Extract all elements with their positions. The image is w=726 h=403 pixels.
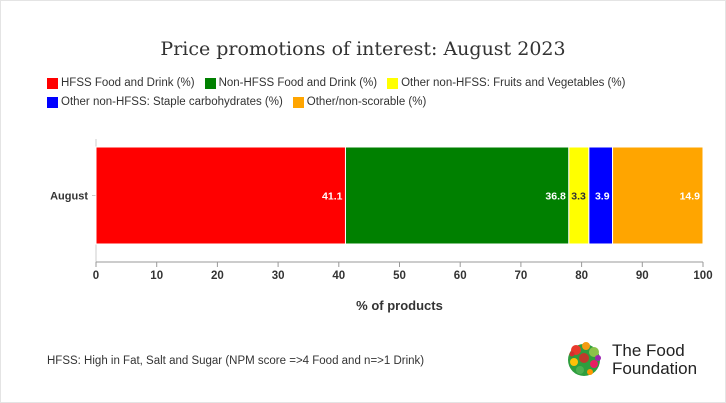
bar-data-label: 3.9 xyxy=(595,191,610,203)
x-tick-label: 90 xyxy=(636,270,649,282)
x-tick-label: 0 xyxy=(93,270,99,282)
chart-title: Price promotions of interest: August 202… xyxy=(160,38,566,60)
legend-swatch xyxy=(47,96,58,108)
bar-segment xyxy=(612,146,704,245)
bar-data-label: 36.8 xyxy=(545,191,566,203)
x-tick-label: 70 xyxy=(515,270,528,282)
bar-data-label: 41.1 xyxy=(322,191,343,203)
legend-swatch xyxy=(204,77,216,89)
logo-text: The Food Foundation xyxy=(612,342,697,378)
x-tick-label: 50 xyxy=(393,270,406,282)
bar-segment xyxy=(95,146,346,245)
legend-row-1: HFSS Food and Drink (%) Non-HFSS Food and… xyxy=(47,77,625,89)
logo-line-1: The Food xyxy=(612,341,685,360)
legend-swatch xyxy=(292,96,304,108)
x-tick-label: 10 xyxy=(150,270,163,282)
x-tick-label: 100 xyxy=(693,270,712,282)
x-tick-label: 30 xyxy=(272,270,285,282)
food-foundation-logo-icon xyxy=(568,342,601,376)
x-tick-label: 60 xyxy=(454,270,467,282)
x-tick-label: 20 xyxy=(211,270,224,282)
bar-segment xyxy=(344,146,570,245)
category-label: August xyxy=(50,191,88,203)
x-tick-label: 80 xyxy=(575,270,588,282)
legend-row-2: Other non-HFSS: Staple carbohydrates (%)… xyxy=(47,96,426,108)
x-tick-label: 40 xyxy=(332,270,345,282)
logo-line-2: Foundation xyxy=(612,359,698,378)
bar-data-label: 3.3 xyxy=(571,191,586,203)
legend-item[interactable]: Other non-HFSS: Fruits and Vegetables (%… xyxy=(387,77,625,89)
x-axis-title: % of products xyxy=(356,298,443,313)
legend-item[interactable]: HFSS Food and Drink (%) xyxy=(47,77,195,89)
footnote: HFSS: High in Fat, Salt and Sugar (NPM s… xyxy=(47,355,425,367)
bar-data-label: 14.9 xyxy=(680,191,701,203)
legend-item[interactable]: Other/non-scorable (%) xyxy=(292,96,427,108)
legend-item[interactable]: Other non-HFSS: Staple carbohydrates (%) xyxy=(47,96,283,108)
legend-label: Other/non-scorable (%) xyxy=(306,96,427,108)
legend-label: Other non-HFSS: Fruits and Vegetables (%… xyxy=(401,77,626,89)
legend-label: Non-HFSS Food and Drink (%) xyxy=(218,77,378,89)
legend-label: HFSS Food and Drink (%) xyxy=(61,77,195,89)
legend-swatch xyxy=(47,77,58,89)
legend-label: Other non-HFSS: Staple carbohydrates (%) xyxy=(61,96,283,108)
legend-item[interactable]: Non-HFSS Food and Drink (%) xyxy=(204,77,378,89)
legend-swatch xyxy=(387,77,399,89)
